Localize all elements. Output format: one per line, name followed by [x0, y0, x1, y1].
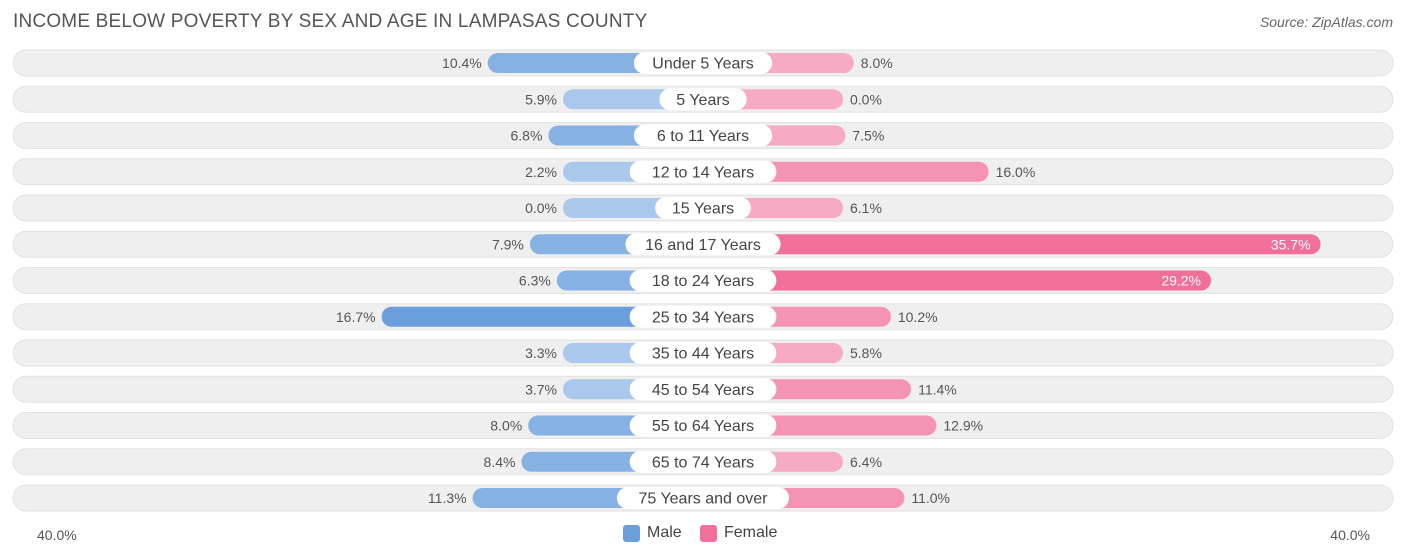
- data-label-female: 5.8%: [850, 345, 882, 361]
- category-label: 55 to 64 Years: [652, 418, 754, 435]
- data-label-female: 6.1%: [850, 200, 882, 216]
- legend-label-female: Female: [724, 524, 778, 541]
- category-pill: [629, 305, 777, 328]
- category-label: Under 5 Years: [652, 56, 753, 73]
- data-label-female: 7.5%: [852, 128, 884, 144]
- data-label-male: 2.2%: [525, 164, 557, 180]
- bar-row: 3.3% 5.8% 35 to 44 Years: [12, 339, 1394, 367]
- bar-row: 6.8% 7.5% 6 to 11 Years: [12, 122, 1394, 149]
- bar-row: 7.9% 35.7% 16 and 17 Years: [12, 230, 1394, 258]
- data-label-female: 16.0%: [996, 164, 1036, 180]
- category-pill: [633, 124, 773, 147]
- data-label-female: 11.4%: [918, 381, 957, 397]
- bar-female: [703, 234, 1321, 255]
- data-label-female: 8.0%: [861, 55, 893, 71]
- category-pill: [629, 378, 777, 401]
- category-pill: [655, 197, 751, 219]
- data-label-female: 29.2%: [1161, 273, 1201, 289]
- axis-label-right: 40.0%: [1330, 527, 1370, 543]
- bar-row: 5.9% 0.0% 5 Years: [12, 85, 1394, 113]
- bar-male: [381, 306, 703, 327]
- category-pill: [616, 487, 790, 509]
- data-label-female: 11.0%: [911, 490, 950, 506]
- legend-label-male: Male: [647, 524, 682, 541]
- category-label: 65 to 74 Years: [652, 454, 754, 471]
- bar-row: 3.7% 11.4% 45 to 54 Years: [12, 375, 1394, 403]
- bar-row: 8.0% 12.9% 55 to 64 Years: [12, 412, 1394, 439]
- category-pill: [633, 52, 773, 74]
- category-pill: [629, 414, 777, 437]
- data-label-male: 6.3%: [519, 273, 551, 289]
- bar-row: 8.4% 6.4% 65 to 74 Years: [12, 448, 1394, 476]
- chart-area: 10.4% 8.0% Under 5 Years 5.9% 0.0% 5 Years 6.8…: [12, 49, 1394, 512]
- source-note: Source: ZipAtlas.com: [1259, 14, 1393, 30]
- bar-row: 6.3% 29.2% 18 to 24 Years: [12, 267, 1394, 294]
- data-label-male: 5.9%: [525, 91, 557, 107]
- category-label: 18 to 24 Years: [652, 273, 754, 290]
- bar-row: 11.3% 11.0% 75 Years and over: [12, 484, 1394, 512]
- bar-row: 16.7% 10.2% 25 to 34 Years: [12, 303, 1394, 331]
- bar-row: 10.4% 8.0% Under 5 Years: [12, 49, 1394, 77]
- category-label: 12 to 14 Years: [652, 164, 754, 181]
- data-label-male: 6.8%: [510, 128, 542, 144]
- data-label-male: 8.4%: [484, 454, 516, 470]
- data-label-male: 10.4%: [442, 55, 482, 71]
- data-label-male: 7.9%: [492, 236, 524, 252]
- category-label: 35 to 44 Years: [652, 346, 754, 363]
- category-label: 5 Years: [676, 92, 729, 109]
- axis-label-left: 40.0%: [37, 527, 77, 543]
- data-label-male: 3.3%: [525, 345, 557, 361]
- legend-swatch-male: [623, 524, 640, 542]
- data-label-male: 0.0%: [525, 200, 557, 216]
- category-label: 75 Years and over: [639, 491, 769, 508]
- data-label-male: 16.7%: [336, 309, 376, 325]
- data-label-female: 10.2%: [898, 309, 938, 325]
- data-label-female: 6.4%: [850, 454, 882, 470]
- category-label: 6 to 11 Years: [657, 128, 749, 145]
- data-label-male: 8.0%: [490, 418, 522, 434]
- data-label-female: 35.7%: [1271, 236, 1311, 252]
- legend-item-female[interactable]: Female: [700, 524, 777, 542]
- category-pill: [629, 269, 777, 292]
- category-label: 45 to 54 Years: [652, 382, 754, 399]
- bar-female: [703, 270, 1212, 291]
- legend-swatch-female: [700, 524, 717, 542]
- bar-row: 0.0% 6.1% 15 Years: [12, 194, 1394, 222]
- legend: Male Female: [0, 524, 1406, 546]
- data-label-male: 11.3%: [428, 490, 467, 506]
- category-pill: [659, 88, 747, 111]
- category-pill: [629, 160, 777, 183]
- data-label-female: 0.0%: [850, 91, 882, 107]
- category-pill: [629, 450, 777, 473]
- data-label-female: 12.9%: [943, 418, 983, 434]
- category-pill: [629, 342, 777, 364]
- data-label-male: 3.7%: [525, 381, 557, 397]
- category-label: 25 to 34 Years: [652, 309, 754, 326]
- category-label: 16 and 17 Years: [645, 237, 761, 254]
- bar-row: 2.2% 16.0% 12 to 14 Years: [12, 158, 1394, 186]
- legend-item-male[interactable]: Male: [623, 524, 682, 542]
- chart-title: INCOME BELOW POVERTY BY SEX AND AGE IN L…: [13, 11, 648, 32]
- category-label: 15 Years: [672, 201, 734, 218]
- category-pill: [625, 233, 781, 256]
